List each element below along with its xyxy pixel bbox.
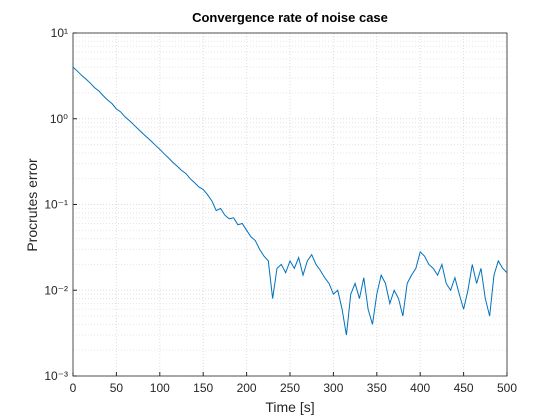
x-axis-label: Time [s] [265, 399, 314, 415]
x-tick-label: 350 [367, 381, 387, 395]
x-tick-label: 200 [237, 381, 257, 395]
x-tick-label: 50 [110, 381, 124, 395]
y-tick-label: 10¹ [51, 26, 68, 40]
y-tick-label: 10⁰ [50, 112, 68, 126]
chart-title: Convergence rate of noise case [192, 10, 388, 25]
x-tick-label: 250 [280, 381, 300, 395]
x-tick-label: 0 [70, 381, 77, 395]
x-tick-label: 150 [193, 381, 213, 395]
data-line [72, 66, 508, 336]
x-tick-label: 400 [410, 381, 430, 395]
y-tick-label: 10⁻² [44, 283, 68, 297]
y-axis-label: Procrutes error [24, 158, 40, 252]
y-tick-label: 10⁻¹ [44, 198, 68, 212]
x-tick-label: 300 [323, 381, 343, 395]
x-tick-label: 450 [454, 381, 474, 395]
x-tick-label: 100 [150, 381, 170, 395]
axes-box [72, 32, 508, 377]
x-tick-label: 500 [497, 381, 517, 395]
y-tick-label: 10⁻³ [44, 369, 68, 383]
